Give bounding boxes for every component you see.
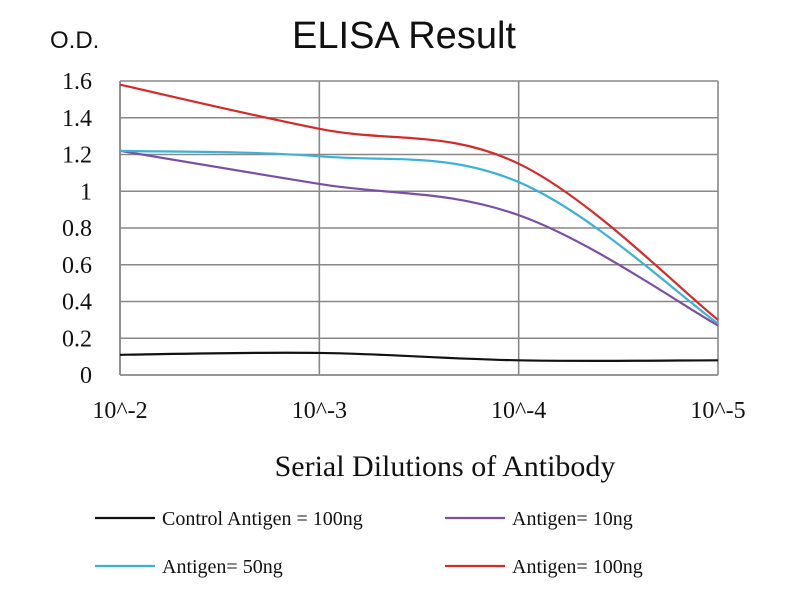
series-line-antigen-50ng <box>119 149 719 325</box>
y-tick-label: 0.2 <box>62 326 92 352</box>
legend-entry: Antigen= 10ng <box>445 508 633 530</box>
y-tick-label: 0.6 <box>62 253 92 279</box>
y-axis-label: O.D. <box>50 27 99 54</box>
axis-layer <box>119 81 718 376</box>
series-layer <box>119 83 719 362</box>
legend: Control Antigen = 100ng Antigen= 10ng Anti… <box>95 508 643 578</box>
legend-label: Antigen= 100ng <box>512 556 643 578</box>
y-tick-labels: 0 0.2 0.4 0.6 0.8 1 1.2 1.4 1.6 <box>62 69 92 389</box>
legend-entry: Antigen= 100ng <box>445 556 643 578</box>
series-line-antigen-10ng <box>119 149 719 327</box>
x-tick-label: 10^-5 <box>690 398 745 424</box>
legend-entry: Antigen= 50ng <box>95 556 283 578</box>
grid-layer <box>119 80 719 376</box>
series-line-antigen-100ng <box>119 83 719 321</box>
y-tick-label: 0 <box>80 363 92 389</box>
legend-label: Control Antigen = 100ng <box>162 508 363 530</box>
legend-label: Antigen= 10ng <box>512 508 633 530</box>
x-tick-labels: 10^-2 10^-3 10^-4 10^-5 <box>92 398 745 424</box>
y-tick-label: 1 <box>80 179 92 205</box>
x-tick-label: 10^-2 <box>92 398 147 424</box>
x-tick-label: 10^-3 <box>292 398 347 424</box>
series-line-control-antigen-100ng <box>119 351 719 362</box>
x-axis-label: Serial Dilutions of Antibody <box>275 450 616 483</box>
y-tick-label: 1.6 <box>62 69 92 95</box>
y-tick-label: 0.8 <box>62 216 92 242</box>
y-tick-label: 0.4 <box>62 290 92 316</box>
chart-title: ELISA Result <box>292 15 516 57</box>
x-tick-label: 10^-4 <box>491 398 546 424</box>
legend-label: Antigen= 50ng <box>162 556 283 578</box>
legend-entry: Control Antigen = 100ng <box>95 508 363 530</box>
y-tick-label: 1.4 <box>62 106 92 132</box>
y-tick-label: 1.2 <box>62 143 92 169</box>
